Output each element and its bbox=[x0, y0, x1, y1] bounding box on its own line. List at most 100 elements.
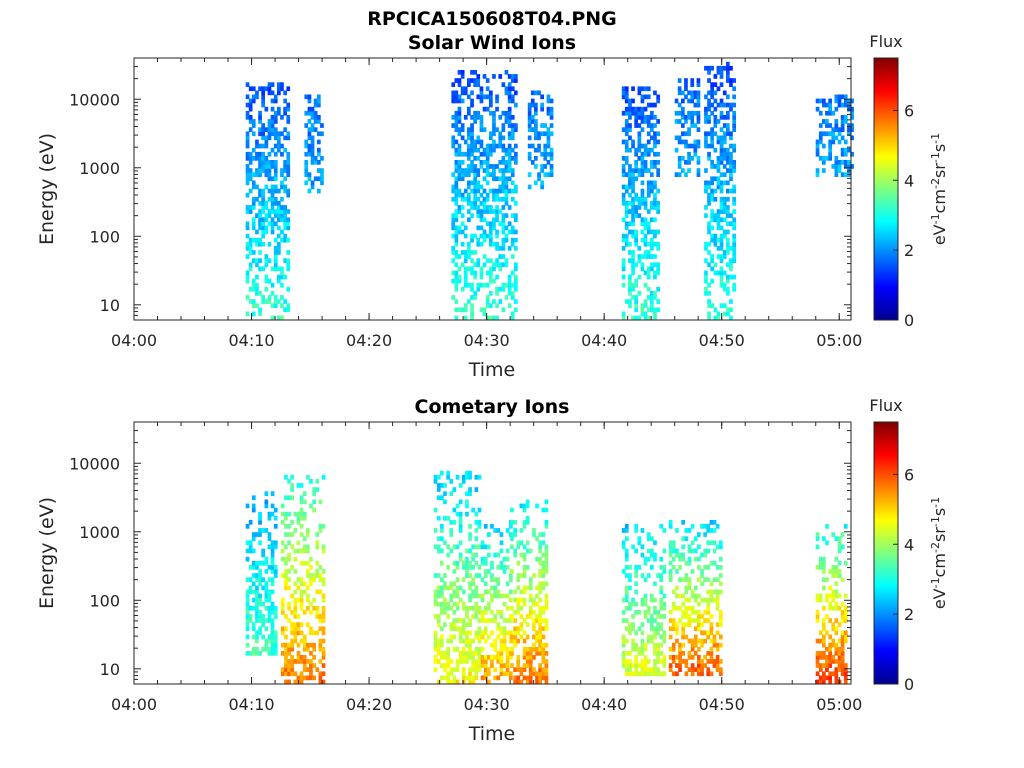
heatmap-cell bbox=[709, 520, 714, 525]
heatmap-cell bbox=[825, 614, 829, 619]
heatmap-cell bbox=[624, 94, 629, 100]
heatmap-cell bbox=[492, 131, 496, 137]
heatmap-cell bbox=[245, 209, 250, 214]
heatmap-cell bbox=[528, 610, 533, 615]
heatmap-cell bbox=[307, 172, 312, 177]
heatmap-cell bbox=[684, 143, 688, 149]
heatmap-cell bbox=[258, 614, 262, 619]
heatmap-cell bbox=[719, 180, 724, 186]
heatmap-cell bbox=[646, 131, 651, 137]
heatmap-cell bbox=[690, 548, 695, 554]
heatmap-cell bbox=[479, 209, 484, 214]
heatmap-cell bbox=[504, 258, 509, 263]
heatmap-cell bbox=[707, 311, 711, 317]
heatmap-cell bbox=[245, 610, 250, 615]
heatmap-cell bbox=[668, 655, 673, 660]
heatmap-cell bbox=[498, 196, 503, 202]
heatmap-cell bbox=[483, 618, 488, 623]
heatmap-cell bbox=[544, 560, 549, 566]
heatmap-cell bbox=[656, 172, 660, 177]
heatmap-cell bbox=[315, 605, 320, 611]
heatmap-cell bbox=[487, 667, 491, 672]
heatmap-cell bbox=[540, 164, 544, 169]
heatmap-cell bbox=[707, 119, 711, 124]
heatmap-cell bbox=[318, 524, 323, 529]
heatmap-cell bbox=[258, 581, 262, 587]
heatmap-cell bbox=[650, 135, 654, 141]
heatmap-cell bbox=[267, 188, 272, 194]
heatmap-cell bbox=[280, 671, 285, 677]
heatmap-cell bbox=[732, 184, 736, 190]
heatmap-cell bbox=[248, 246, 253, 251]
heatmap-cell bbox=[704, 274, 708, 280]
heatmap-cell bbox=[286, 131, 291, 137]
heatmap-cell bbox=[284, 659, 288, 664]
heatmap-cell bbox=[710, 213, 714, 218]
heatmap-cell bbox=[264, 626, 269, 632]
heatmap-cell bbox=[483, 663, 488, 668]
heatmap-cell bbox=[290, 626, 294, 632]
heatmap-cell bbox=[317, 188, 321, 194]
heatmap-cell bbox=[703, 577, 707, 582]
heatmap-cell bbox=[707, 315, 711, 321]
heatmap-cell bbox=[640, 172, 645, 177]
heatmap-cell bbox=[828, 671, 832, 677]
heatmap-cell bbox=[634, 659, 638, 664]
heatmap-cell bbox=[467, 241, 471, 247]
heatmap-cell bbox=[631, 282, 635, 288]
heatmap-cell bbox=[270, 646, 275, 652]
heatmap-cell bbox=[492, 123, 496, 128]
heatmap-cell bbox=[640, 601, 645, 607]
heatmap-cell bbox=[501, 168, 506, 173]
heatmap-cell bbox=[628, 180, 632, 186]
heatmap-cell bbox=[544, 556, 549, 562]
heatmap-cell bbox=[712, 560, 717, 566]
heatmap-cell bbox=[473, 291, 477, 296]
heatmap-cell bbox=[653, 115, 657, 120]
heatmap-cell bbox=[251, 560, 256, 566]
heatmap-cell bbox=[304, 151, 309, 157]
heatmap-cell bbox=[697, 565, 701, 570]
heatmap-cell bbox=[513, 642, 517, 648]
heatmap-cell bbox=[643, 196, 648, 202]
heatmap-cell bbox=[440, 528, 444, 533]
heatmap-cell bbox=[687, 577, 692, 582]
heatmap-cell bbox=[290, 638, 294, 644]
heatmap-cell bbox=[640, 646, 645, 652]
heatmap-cell bbox=[261, 123, 265, 128]
heatmap-cell bbox=[687, 622, 692, 627]
heatmap-cell bbox=[532, 671, 536, 677]
heatmap-cell bbox=[628, 667, 632, 672]
heatmap-cell bbox=[499, 667, 504, 672]
heatmap-cell bbox=[492, 225, 496, 231]
heatmap-cell bbox=[696, 119, 701, 124]
heatmap-cell bbox=[516, 638, 521, 644]
heatmap-cell bbox=[474, 511, 479, 517]
heatmap-cell bbox=[307, 106, 312, 112]
heatmap-cell bbox=[485, 315, 490, 321]
heatmap-cell bbox=[273, 176, 278, 182]
heatmap-cell bbox=[713, 270, 718, 276]
heatmap-cell bbox=[446, 585, 450, 591]
heatmap-cell bbox=[621, 597, 626, 603]
heatmap-cell bbox=[726, 274, 730, 280]
heatmap-cell bbox=[485, 78, 490, 83]
heatmap-cell bbox=[473, 184, 477, 190]
heatmap-cell bbox=[631, 266, 635, 272]
heatmap-cell bbox=[489, 258, 493, 263]
heatmap-cell bbox=[640, 180, 645, 186]
heatmap-cell bbox=[267, 536, 272, 541]
heatmap-cell bbox=[482, 311, 487, 317]
heatmap-cell bbox=[302, 536, 307, 541]
heatmap-cell bbox=[637, 106, 642, 112]
heatmap-cell bbox=[726, 147, 730, 153]
heatmap-cell bbox=[313, 127, 318, 132]
heatmap-cell bbox=[307, 151, 312, 157]
heatmap-cell bbox=[850, 135, 854, 141]
heatmap-cell bbox=[245, 589, 250, 595]
heatmap-cell bbox=[538, 573, 542, 578]
heatmap-cell bbox=[436, 585, 441, 591]
heatmap-cell bbox=[549, 110, 554, 116]
heatmap-cell bbox=[710, 110, 714, 116]
heatmap-cell bbox=[516, 577, 521, 582]
